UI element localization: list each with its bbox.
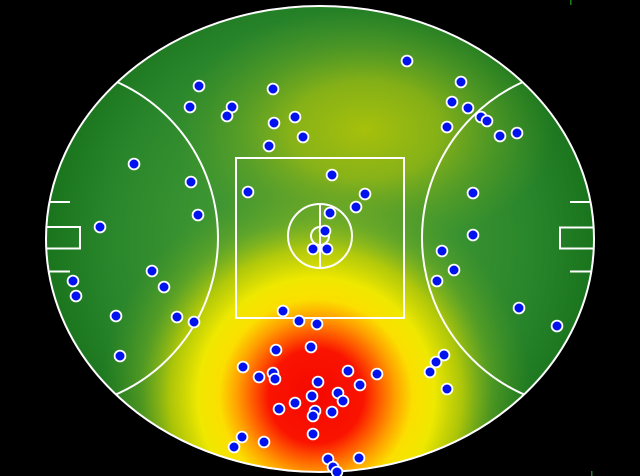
event-dot xyxy=(191,208,205,222)
event-dot xyxy=(423,365,437,379)
event-dot xyxy=(325,405,339,419)
event-dot xyxy=(370,367,384,381)
event-dot xyxy=(187,315,201,329)
event-dot xyxy=(235,430,249,444)
event-dot xyxy=(318,224,332,238)
event-dot xyxy=(306,409,320,423)
event-dot xyxy=(430,274,444,288)
event-dot xyxy=(262,139,276,153)
event-dot xyxy=(510,126,524,140)
event-dot xyxy=(66,274,80,288)
event-dot xyxy=(288,110,302,124)
event-dot xyxy=(429,355,443,369)
event-dot xyxy=(353,378,367,392)
event-dot xyxy=(127,157,141,171)
event-dot xyxy=(93,220,107,234)
event-dot xyxy=(145,264,159,278)
event-dot xyxy=(276,304,290,318)
event-dot xyxy=(170,310,184,324)
event-dot xyxy=(466,228,480,242)
event-dot xyxy=(184,175,198,189)
residual-tick xyxy=(591,471,593,476)
event-dot xyxy=(311,375,325,389)
event-dot xyxy=(296,130,310,144)
event-dot xyxy=(454,75,468,89)
event-dot xyxy=(236,360,250,374)
event-dot xyxy=(440,382,454,396)
event-dot xyxy=(220,109,234,123)
event-dot xyxy=(266,82,280,96)
event-dot xyxy=(330,465,344,476)
event-dot xyxy=(323,206,337,220)
event-dot xyxy=(306,427,320,441)
event-dot xyxy=(320,242,334,256)
event-dot xyxy=(440,120,454,134)
event-dot xyxy=(550,319,564,333)
event-dot xyxy=(306,242,320,256)
event-dot xyxy=(480,114,494,128)
event-dot xyxy=(292,314,306,328)
event-dot xyxy=(310,317,324,331)
event-dot xyxy=(341,364,355,378)
event-dot xyxy=(349,200,363,214)
boundary-line xyxy=(45,5,595,473)
event-dot xyxy=(241,185,255,199)
event-dot xyxy=(358,187,372,201)
event-dot xyxy=(445,95,459,109)
edge-tick-artifacts xyxy=(570,0,593,476)
event-dot xyxy=(305,389,319,403)
event-dot xyxy=(435,244,449,258)
event-dot xyxy=(288,396,302,410)
event-dot xyxy=(304,340,318,354)
event-dot xyxy=(69,289,83,303)
event-dot xyxy=(336,394,350,408)
event-dot xyxy=(272,402,286,416)
event-dot xyxy=(447,263,461,277)
goal-square-left xyxy=(46,226,81,250)
event-dot xyxy=(268,372,282,386)
event-dot xyxy=(113,349,127,363)
event-dot xyxy=(352,451,366,465)
event-dot xyxy=(466,186,480,200)
event-dot xyxy=(493,129,507,143)
residual-tick xyxy=(570,0,572,5)
goal-square-right xyxy=(559,226,594,250)
event-dot xyxy=(109,309,123,323)
event-dot xyxy=(512,301,526,315)
event-dot xyxy=(461,101,475,115)
event-dot xyxy=(183,100,197,114)
event-dot xyxy=(257,435,271,449)
event-dot xyxy=(192,79,206,93)
event-dot xyxy=(157,280,171,294)
event-dot xyxy=(400,54,414,68)
event-dot xyxy=(325,168,339,182)
centre-square xyxy=(235,157,405,319)
event-dot xyxy=(227,440,241,454)
event-dot xyxy=(252,370,266,384)
event-dot xyxy=(267,116,281,130)
event-dot xyxy=(269,343,283,357)
scatter-dots xyxy=(66,54,564,476)
event-dot xyxy=(437,348,451,362)
